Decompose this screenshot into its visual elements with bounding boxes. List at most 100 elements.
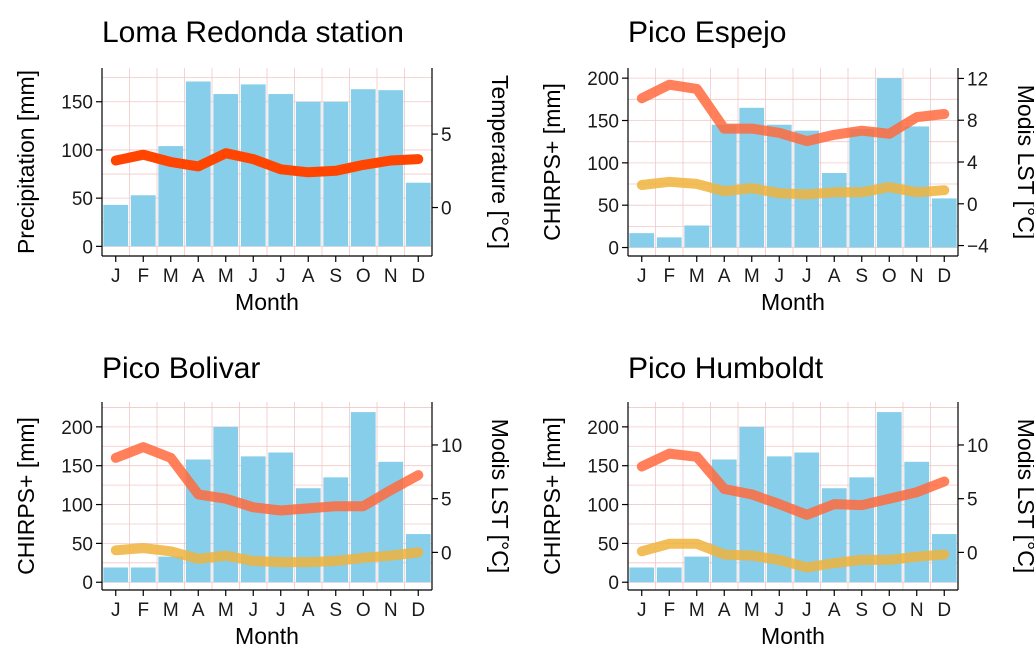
y2-tick-label: −4	[967, 237, 989, 258]
bar-o-10	[876, 78, 902, 248]
y-tick-label: 200	[587, 69, 619, 90]
y-axis-label: CHIRPS+ [mm]	[539, 417, 565, 575]
x-tick-label: J	[111, 266, 121, 287]
bar-f-2	[656, 567, 682, 583]
x-tick-label: J	[276, 266, 286, 287]
x-tick-label: J	[249, 266, 259, 287]
x-tick-label: D	[411, 266, 425, 287]
x-tick-label: O	[356, 266, 371, 287]
y-tick-label: 200	[61, 418, 93, 439]
y-tick-label: 50	[72, 534, 93, 555]
y2-tick-label: 10	[967, 436, 988, 457]
y-tick-label: 200	[587, 418, 619, 439]
x-tick-label: J	[775, 266, 785, 287]
x-tick-label: F	[137, 600, 149, 621]
x-tick-label: N	[384, 266, 398, 287]
x-tick-label: N	[384, 600, 398, 621]
y-tick-label: 50	[598, 534, 619, 555]
y2-tick-label: 5	[441, 125, 452, 146]
bar-a-8	[821, 173, 847, 248]
x-tick-label: O	[882, 600, 897, 621]
x-tick-label: A	[718, 600, 731, 621]
y2-tick-label: 10	[441, 436, 462, 457]
bar-m-3	[684, 556, 710, 583]
x-tick-label: S	[855, 266, 868, 287]
x-tick-label: M	[163, 266, 179, 287]
x-axis-label: Month	[761, 289, 825, 315]
y-axis-label: CHIRPS+ [mm]	[13, 417, 39, 575]
y2-tick-label: 4	[967, 153, 978, 174]
bar-s-9	[849, 477, 875, 583]
y2-tick-label: 8	[967, 111, 978, 132]
y2-axis-label: Modis LST [°C]	[1013, 419, 1034, 574]
x-tick-label: J	[637, 600, 647, 621]
y2-tick-label: 0	[967, 543, 978, 564]
x-tick-label: J	[802, 266, 812, 287]
series-line-2	[636, 176, 950, 200]
y-tick-label: 50	[598, 196, 619, 217]
x-axis-label: Month	[235, 623, 299, 649]
y-tick-label: 0	[82, 573, 93, 594]
chart-title: Pico Bolivar	[102, 352, 260, 385]
x-tick-label: J	[276, 600, 286, 621]
y2-tick-label: 0	[967, 195, 978, 216]
x-tick-label: N	[910, 600, 924, 621]
series-line-2	[110, 543, 424, 568]
y2-tick-label: 12	[967, 69, 988, 90]
x-tick-label: S	[329, 266, 342, 287]
bar-j-1	[103, 204, 129, 247]
y2-tick-label: 5	[441, 490, 452, 511]
y-tick-label: 150	[61, 93, 93, 114]
x-tick-label: F	[137, 266, 149, 287]
x-tick-label: A	[302, 600, 315, 621]
chart-title: Pico Humboldt	[628, 352, 824, 385]
x-tick-label: A	[302, 266, 315, 287]
x-tick-label: M	[689, 600, 705, 621]
x-tick-label: F	[663, 600, 675, 621]
y-tick-label: 50	[72, 189, 93, 210]
bar-d-12	[405, 182, 431, 247]
y2-tick-label: 0	[441, 543, 452, 564]
bar-n-11	[904, 461, 930, 583]
x-tick-label: F	[663, 266, 675, 287]
y-tick-label: 150	[587, 112, 619, 133]
x-tick-label: J	[802, 600, 812, 621]
x-tick-label: A	[192, 600, 205, 621]
y-axis-label: Precipitation [mm]	[13, 70, 39, 254]
x-tick-label: O	[882, 266, 897, 287]
chart-title: Loma Redonda station	[102, 16, 404, 49]
bar-s-9	[323, 477, 349, 583]
bar-f-2	[130, 567, 156, 583]
x-tick-label: A	[718, 266, 731, 287]
series-line-1	[636, 448, 950, 520]
x-tick-label: M	[218, 266, 234, 287]
bar-f-2	[656, 237, 682, 248]
y-tick-label: 150	[587, 457, 619, 478]
bar-j-1	[103, 567, 129, 583]
series-line-2	[636, 538, 950, 573]
bar-a-8	[295, 488, 321, 583]
x-tick-label: J	[637, 266, 647, 287]
x-tick-label: A	[192, 266, 205, 287]
x-tick-label: D	[411, 600, 425, 621]
x-tick-label: M	[744, 266, 760, 287]
x-tick-label: M	[744, 600, 760, 621]
y-tick-label: 100	[61, 141, 93, 162]
x-tick-label: D	[937, 600, 951, 621]
x-tick-label: M	[163, 600, 179, 621]
x-tick-label: D	[937, 266, 951, 287]
y-tick-label: 0	[608, 239, 619, 260]
bar-m-5	[213, 94, 239, 247]
x-tick-label: M	[689, 266, 705, 287]
x-tick-label: S	[329, 600, 342, 621]
y-tick-label: 150	[61, 457, 93, 478]
x-tick-label: J	[249, 600, 259, 621]
bar-j-1	[629, 233, 655, 248]
y2-axis-label: Temperature [°C]	[487, 75, 513, 249]
y-tick-label: 0	[82, 237, 93, 258]
bar-n-11	[378, 90, 404, 247]
